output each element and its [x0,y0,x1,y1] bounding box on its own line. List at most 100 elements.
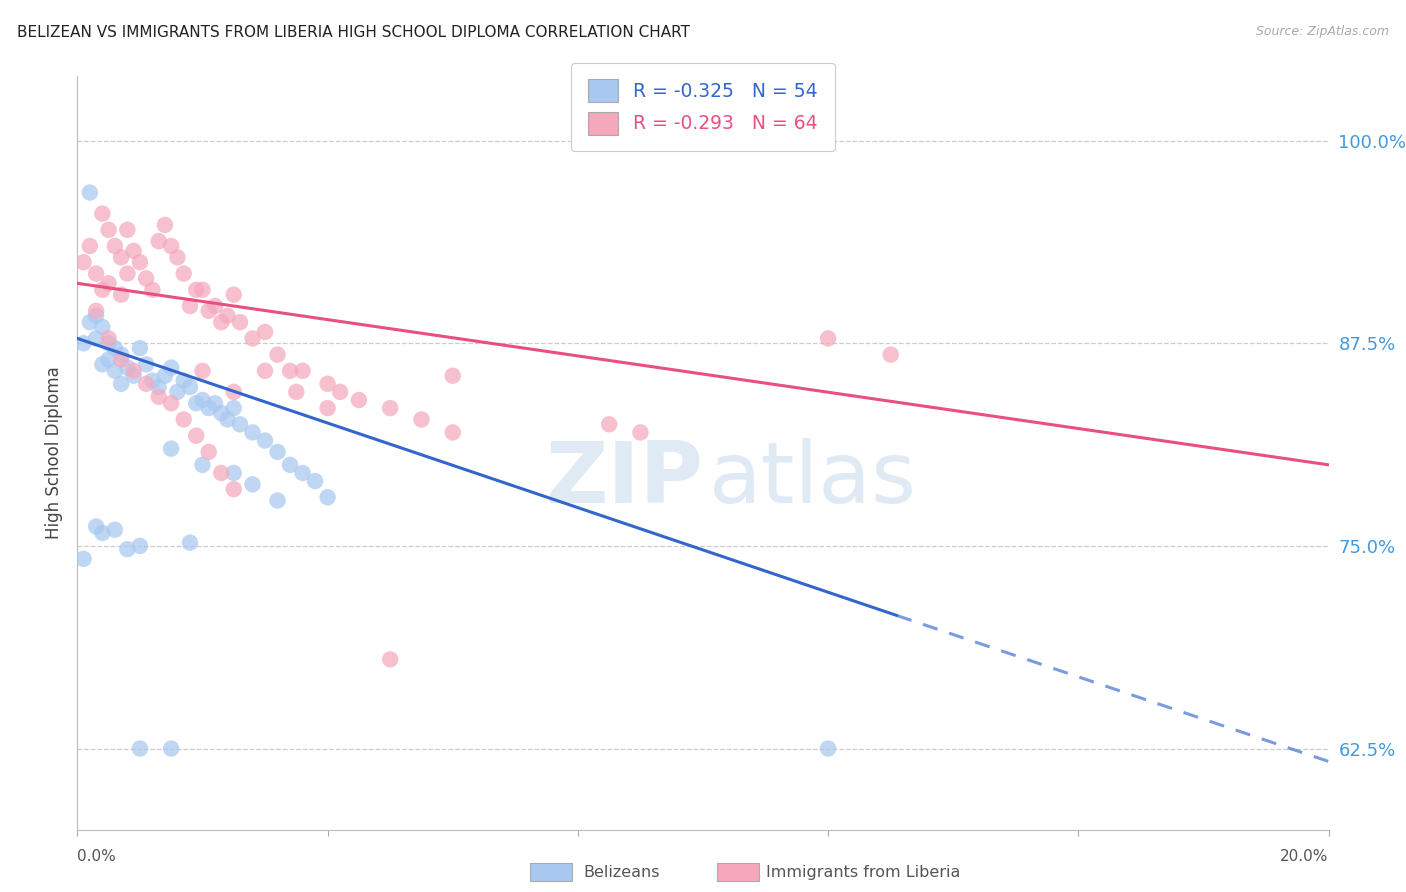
Point [91,283,114,297]
Point [84,267,107,281]
Point [79,186,101,200]
Point [91,206,114,220]
Point [217,309,239,323]
Point [411,412,433,426]
Point [160,741,183,756]
Point [135,271,157,285]
Point [441,368,464,383]
Point [242,477,264,491]
Point [316,376,339,391]
Point [91,320,114,334]
Point [191,392,214,407]
Point [104,364,127,378]
Point [117,542,139,557]
Point [104,523,127,537]
Point [79,315,101,329]
Point [209,406,232,420]
Point [266,493,288,508]
Point [242,425,264,440]
Point [160,442,183,456]
Point [186,396,208,410]
Point [209,315,232,329]
Point [104,341,127,355]
Point [179,299,201,313]
Point [304,474,326,488]
Text: 0.0%: 0.0% [77,849,117,864]
Point [253,434,276,448]
Point [278,458,301,472]
Point [97,223,120,237]
Point [209,466,232,480]
Point [191,364,214,378]
Point [204,299,226,313]
Text: 20.0%: 20.0% [1281,849,1329,864]
Point [117,360,139,375]
Point [347,392,370,407]
Point [278,364,301,378]
Point [110,352,132,367]
Point [122,368,145,383]
Point [217,412,239,426]
Point [129,539,152,553]
Point [266,348,288,362]
Point [229,315,252,329]
Text: BELIZEAN VS IMMIGRANTS FROM LIBERIA HIGH SCHOOL DIPLOMA CORRELATION CHART: BELIZEAN VS IMMIGRANTS FROM LIBERIA HIGH… [17,25,690,40]
Point [197,303,219,318]
Point [153,218,176,232]
Y-axis label: High School Diploma: High School Diploma [45,367,63,539]
Point [316,401,339,416]
Point [110,376,132,391]
Point [97,331,120,345]
Point [117,223,139,237]
Point [84,519,107,533]
Point [285,384,308,399]
Point [222,384,245,399]
Point [97,336,120,351]
Point [880,348,903,362]
Point [148,390,170,404]
Point [91,357,114,371]
Point [110,287,132,301]
Point [186,283,208,297]
Point [222,401,245,416]
Point [817,741,839,756]
Point [173,374,195,388]
Point [817,331,839,345]
Text: atlas: atlas [709,438,917,521]
Point [291,364,314,378]
Point [197,401,219,416]
Point [204,396,226,410]
Point [160,396,183,410]
Point [148,380,170,394]
Text: Immigrants from Liberia: Immigrants from Liberia [766,865,960,880]
Point [380,401,402,416]
Point [91,525,114,540]
Point [97,277,120,291]
Point [84,309,107,323]
Point [197,445,219,459]
Point [222,466,245,480]
Point [122,364,145,378]
Point [166,251,188,265]
Point [129,741,152,756]
Point [329,384,352,399]
Point [253,325,276,339]
Point [160,360,183,375]
Point [191,283,214,297]
Point [153,368,176,383]
Point [84,303,107,318]
Point [72,552,94,566]
Point [122,244,145,258]
Point [79,239,101,253]
Point [84,331,107,345]
Point [173,267,195,281]
Point [253,364,276,378]
Point [160,239,183,253]
Point [266,445,288,459]
Point [166,384,188,399]
Point [380,652,402,666]
Point [186,428,208,442]
Point [129,255,152,269]
Point [222,482,245,496]
Point [179,535,201,549]
